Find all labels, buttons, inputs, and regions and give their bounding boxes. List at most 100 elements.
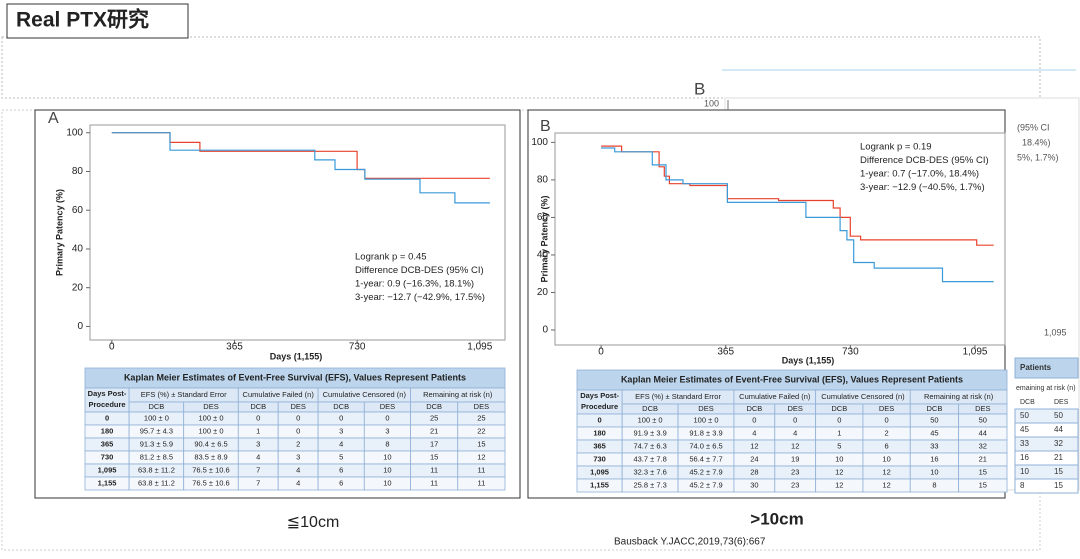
y-tick-label: 100 [66, 127, 83, 138]
table-cell: 22 [477, 426, 485, 435]
table-cell: 81.2 ± 8.5 [140, 452, 173, 461]
x-axis-label: Days (1,155) [270, 351, 323, 361]
table-cell: 0 [793, 415, 797, 424]
table-cell: 3 [339, 426, 343, 435]
plot-frame [554, 132, 1006, 346]
y-tick-label: 20 [72, 282, 84, 293]
table-cell: 180 [593, 428, 606, 437]
table-cell: 74.7 ± 6.3 [633, 441, 666, 450]
table-cell-bg [457, 476, 506, 491]
table-cell: 83.5 ± 8.9 [194, 452, 227, 461]
table-cell: 365 [593, 441, 606, 450]
table-cell: 11 [477, 465, 485, 474]
table-subheader: DES [879, 404, 894, 413]
x-tick-label: 0 [598, 347, 604, 358]
table-cell: 0 [752, 415, 756, 424]
table-group-header: Cumulative Censored (n) [323, 390, 407, 399]
y-tick-label: 20 [537, 287, 549, 298]
table-group-header: Cumulative Censored (n) [821, 392, 905, 401]
table-header: Procedure [88, 400, 125, 409]
panel-label: B [540, 118, 551, 135]
table-cell: 24 [750, 454, 758, 463]
table-subheader: DES [1054, 399, 1069, 406]
table-cell: 45 [1020, 425, 1029, 434]
x-tick-label: 1,095 [962, 347, 987, 358]
table-cell: 3 [385, 426, 389, 435]
panel-label: A [48, 110, 59, 127]
table-cell: 1,095 [98, 465, 117, 474]
table-cell: 44 [1054, 425, 1063, 434]
table-cell: 50 [1020, 411, 1029, 420]
y-axis-label: Primary Patency (%) [54, 189, 64, 276]
table-cell: 8 [1020, 481, 1025, 490]
table-cell: 1,095 [590, 467, 609, 476]
table-cell: 4 [256, 452, 260, 461]
table-cell: 0 [256, 413, 260, 422]
annotation: 1-year: 0.9 (−16.3%, 18.1%) [355, 279, 474, 290]
table-cell: 5 [837, 441, 841, 450]
table-cell: 50 [930, 415, 938, 424]
table-cell: 21 [1054, 453, 1063, 462]
table-cell: 76.5 ± 10.6 [192, 478, 229, 487]
table-cell: 1,155 [590, 480, 609, 489]
annotation: 3-year: −12.9 (−40.5%, 1.7%) [860, 182, 985, 193]
table-cell: 44 [979, 428, 987, 437]
table-cell: 2 [296, 439, 300, 448]
table-cell: 74.0 ± 6.5 [689, 441, 722, 450]
table-cell: 12 [477, 452, 485, 461]
table-cell-bg [958, 478, 1008, 493]
table-subheader: DCB [927, 404, 943, 413]
table-cell: 8 [932, 480, 936, 489]
table-cell: 43.7 ± 7.8 [633, 454, 666, 463]
table-subheader: DES [203, 402, 218, 411]
table-subheader: DES [474, 402, 489, 411]
table-cell: 32 [979, 441, 987, 450]
table-group-header: EFS (%) ± Standard Error [635, 392, 721, 401]
table-group-header: Cumulative Failed (n) [739, 392, 811, 401]
survival-curve [601, 145, 994, 246]
table-subheader: DES [975, 404, 990, 413]
x-tick-label: 365 [226, 342, 243, 353]
table-cell: 10 [383, 465, 391, 474]
annotation: Logrank p = 0.45 [355, 252, 427, 263]
survival-curve [601, 147, 994, 283]
table-cell: 32.3 ± 7.6 [633, 467, 666, 476]
table-cell: 0 [296, 426, 300, 435]
table-title: Kaplan Meier Estimates of Event-Free Sur… [621, 374, 963, 384]
table-cell: 17 [430, 439, 438, 448]
table-cell: 16 [930, 454, 938, 463]
annotation: 3-year: −12.7 (−42.9%, 17.5%) [355, 292, 485, 303]
annotation: Difference DCB-DES (95% CI) [355, 265, 484, 276]
table-cell: 15 [979, 467, 987, 476]
table-cell: 10 [383, 452, 391, 461]
table-header: Days Post- [580, 391, 619, 400]
table-cell: 21 [430, 426, 438, 435]
table-cell: 7 [256, 465, 260, 474]
table-cell: 76.5 ± 10.6 [192, 465, 229, 474]
panel-label: B [694, 79, 705, 98]
table-cell: 100 ± 0 [199, 413, 224, 422]
table-cell: 12 [882, 480, 890, 489]
table-cell: 0 [385, 413, 389, 422]
y-axis-label: Primary Patency (%) [539, 195, 549, 282]
table-group-header: Remaining at risk (n) [423, 390, 493, 399]
table-cell: 6 [885, 441, 889, 450]
table-cell: 32 [1054, 439, 1063, 448]
x-tick-label: 1,095 [467, 342, 492, 353]
table-subheader: DES [788, 404, 803, 413]
table-cell: 25 [477, 413, 485, 422]
citation: Bausback Y.JACC,2019,73(6):667 [614, 537, 766, 548]
table-cell: 12 [791, 441, 799, 450]
table-cell: 6 [339, 478, 343, 487]
table-cell: 10 [835, 454, 843, 463]
table-cell: 10 [383, 478, 391, 487]
table-cell: 15 [1054, 467, 1063, 476]
slide-title: Real PTX研究 [16, 8, 149, 32]
table-cell: 91.9 ± 3.9 [633, 428, 666, 437]
x-tick-label: 0 [109, 342, 115, 353]
table-cell: 4 [793, 428, 797, 437]
table-cell: 180 [101, 426, 114, 435]
table-cell: 30 [750, 480, 758, 489]
table-cell: 3 [296, 452, 300, 461]
table-cell: 12 [835, 480, 843, 489]
